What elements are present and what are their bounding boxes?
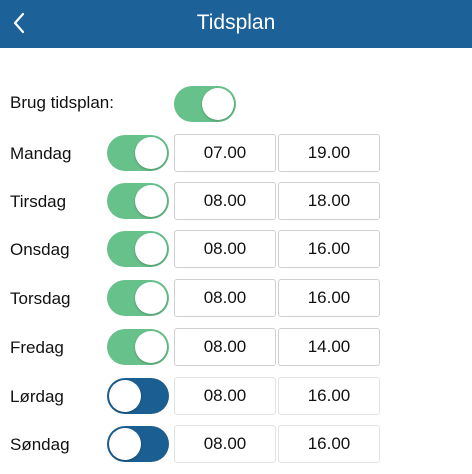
end-time-fredag[interactable]: 14.00	[278, 328, 380, 366]
page-title: Tidsplan	[196, 11, 276, 34]
end-time-torsdag[interactable]: 16.00	[278, 279, 380, 317]
chevron-left-icon	[13, 12, 25, 34]
schedule-label: Brug tidsplan:	[10, 93, 114, 112]
end-time-mandag[interactable]: 19.00	[278, 134, 380, 172]
end-time-onsdag[interactable]: 16.00	[278, 230, 380, 268]
start-time-mandag[interactable]: 07.00	[174, 134, 276, 172]
day-toggle-onsdag[interactable]	[107, 231, 169, 267]
schedule-toggle[interactable]	[174, 86, 236, 122]
start-time-lordag[interactable]: 08.00	[174, 377, 276, 415]
day-label-mandag: Mandag	[10, 144, 72, 163]
start-time-tirsdag[interactable]: 08.00	[174, 182, 276, 220]
back-button[interactable]	[8, 8, 30, 38]
end-time-lordag[interactable]: 16.00	[278, 377, 380, 415]
day-toggle-fredag[interactable]	[107, 329, 169, 365]
end-time-tirsdag[interactable]: 18.00	[278, 182, 380, 220]
day-toggle-tirsdag[interactable]	[107, 183, 169, 219]
day-label-tirsdag: Tirsdag	[10, 192, 67, 211]
day-label-lordag: Lørdag	[10, 387, 64, 406]
toggle-knob	[135, 137, 167, 169]
day-toggle-torsdag[interactable]	[107, 280, 169, 316]
toggle-knob	[109, 380, 141, 412]
start-time-torsdag[interactable]: 08.00	[174, 279, 276, 317]
toggle-knob	[202, 88, 234, 120]
toggle-knob	[135, 233, 167, 265]
start-time-sondag[interactable]: 08.00	[174, 425, 276, 463]
toggle-knob	[135, 331, 167, 363]
app-header: Tidsplan	[0, 0, 472, 48]
day-label-onsdag: Onsdag	[10, 240, 70, 259]
day-label-torsdag: Torsdag	[10, 289, 71, 308]
day-label-fredag: Fredag	[10, 338, 64, 357]
day-toggle-lordag[interactable]	[107, 378, 169, 414]
end-time-sondag[interactable]: 16.00	[278, 425, 380, 463]
toggle-knob	[135, 282, 167, 314]
start-time-fredag[interactable]: 08.00	[174, 328, 276, 366]
day-toggle-sondag[interactable]	[107, 426, 169, 462]
toggle-knob	[135, 185, 167, 217]
toggle-knob	[109, 428, 141, 460]
start-time-onsdag[interactable]: 08.00	[174, 230, 276, 268]
day-toggle-mandag[interactable]	[107, 135, 169, 171]
day-label-sondag: Søndag	[10, 435, 70, 454]
